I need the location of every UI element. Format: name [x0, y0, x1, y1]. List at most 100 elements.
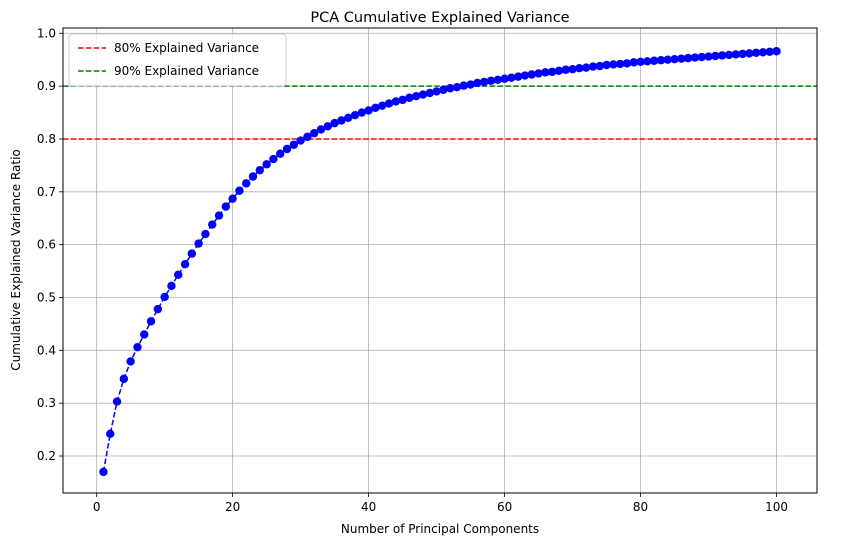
- data-point: [357, 108, 367, 117]
- data-point: [479, 77, 489, 87]
- x-axis-label: Number of Principal Components: [341, 522, 539, 536]
- legend-label-80: 80% Explained Variance: [114, 41, 259, 55]
- data-point: [534, 69, 543, 78]
- x-tick-label: 40: [361, 500, 376, 514]
- data-point: [704, 52, 713, 61]
- data-point: [384, 99, 394, 108]
- data-point: [282, 144, 292, 154]
- data-point: [214, 211, 224, 220]
- data-point: [262, 160, 271, 169]
- y-tick-label: 0.9: [37, 79, 56, 93]
- y-tick-label: 0.8: [37, 132, 56, 146]
- data-point: [344, 113, 353, 123]
- data-point: [316, 125, 326, 134]
- data-point: [255, 165, 265, 175]
- x-tick-label: 60: [497, 500, 512, 514]
- data-point: [758, 48, 768, 57]
- y-axis-label: Cumulative Explained Variance Ratio: [9, 149, 23, 371]
- data-point: [445, 84, 455, 93]
- data-point: [228, 194, 237, 203]
- data-point: [364, 106, 373, 115]
- data-point: [717, 51, 727, 60]
- data-point: [452, 82, 462, 92]
- y-tick-label: 0.3: [37, 396, 56, 410]
- y-ticks: 0.2 0.3 0.4 0.5 0.6 0.7 0.8 0.9 1.0: [37, 26, 63, 463]
- data-point: [561, 65, 570, 74]
- data-point: [547, 67, 557, 77]
- data-point: [772, 47, 781, 56]
- legend-box: [68, 33, 287, 87]
- data-point: [439, 85, 448, 95]
- chart-title: PCA Cumulative Explained Variance: [310, 10, 569, 26]
- data-point: [371, 103, 380, 112]
- data-point: [595, 61, 604, 71]
- data-point: [751, 48, 761, 58]
- data-point: [738, 49, 747, 59]
- data-point: [513, 72, 523, 81]
- data-point: [745, 49, 754, 58]
- data-point: [276, 149, 285, 158]
- data-point: [649, 56, 659, 65]
- data-point: [180, 259, 190, 269]
- data-point: [167, 281, 176, 291]
- data-point: [677, 54, 686, 63]
- y-tick-label: 0.2: [37, 449, 56, 463]
- data-point: [425, 88, 435, 98]
- data-point: [187, 249, 197, 258]
- series-layer: [99, 47, 781, 477]
- data-point: [330, 118, 339, 128]
- data-point: [405, 93, 414, 102]
- data-point: [194, 239, 203, 248]
- data-point: [602, 60, 611, 70]
- data-point: [541, 68, 550, 77]
- data-point: [269, 154, 278, 164]
- data-point: [99, 467, 108, 477]
- data-point: [398, 95, 407, 105]
- data-point: [310, 128, 319, 138]
- data-point: [235, 186, 244, 195]
- y-tick-label: 0.4: [37, 343, 56, 357]
- data-point: [242, 179, 251, 188]
- data-point: [588, 62, 598, 71]
- data-point: [520, 71, 530, 80]
- data-point: [486, 76, 496, 86]
- data-point: [663, 55, 672, 64]
- data-point: [289, 140, 299, 149]
- data-point: [208, 220, 217, 229]
- data-point: [765, 47, 774, 56]
- data-point: [418, 90, 428, 99]
- data-point: [221, 202, 231, 211]
- data-point: [296, 136, 305, 145]
- data-point: [731, 50, 740, 59]
- data-point: [459, 81, 468, 90]
- data-point: [106, 429, 115, 439]
- y-tick-label: 0.7: [37, 185, 56, 199]
- x-tick-label: 0: [93, 500, 101, 514]
- y-tick-label: 0.6: [37, 238, 56, 252]
- x-tick-label: 100: [765, 500, 788, 514]
- data-point: [711, 51, 720, 61]
- data-point: [527, 70, 536, 79]
- data-point: [493, 75, 502, 84]
- data-point: [581, 63, 591, 72]
- data-point: [500, 74, 509, 83]
- x-tick-label: 20: [225, 500, 240, 514]
- data-point: [248, 172, 258, 181]
- data-point: [643, 57, 652, 66]
- x-ticks: 0 20 40 60 80 100: [93, 493, 788, 514]
- data-point: [412, 91, 421, 101]
- data-point: [146, 317, 156, 326]
- data-point: [350, 110, 360, 120]
- data-point: [656, 56, 666, 65]
- plot-frame: [62, 27, 818, 494]
- data-point: [629, 58, 638, 67]
- data-point: [690, 53, 700, 62]
- data-point: [378, 101, 387, 110]
- reference-lines: [63, 85, 817, 140]
- data-point: [466, 80, 475, 89]
- data-point: [153, 304, 163, 314]
- data-point: [683, 53, 693, 63]
- data-point: [622, 59, 632, 68]
- data-point: [126, 357, 135, 366]
